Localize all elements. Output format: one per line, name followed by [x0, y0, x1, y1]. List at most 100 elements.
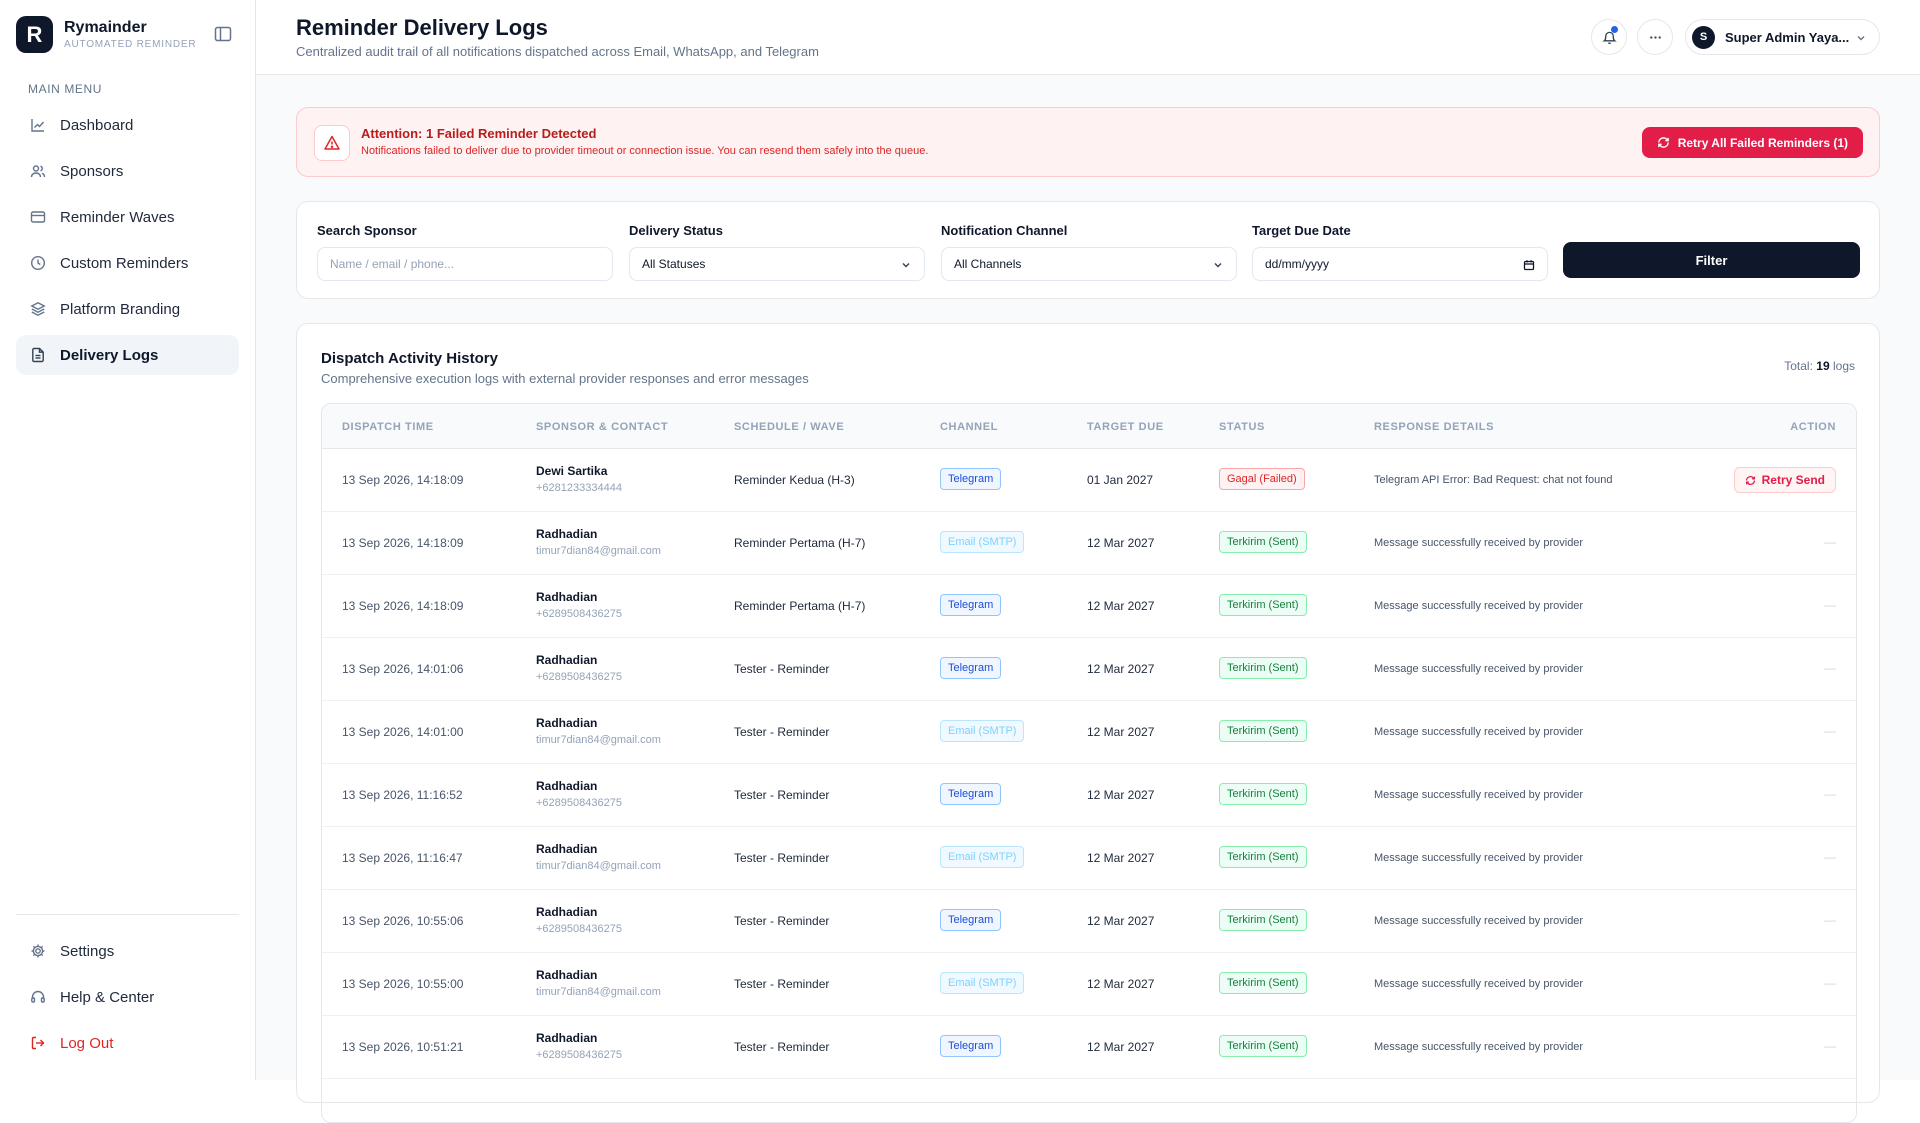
- response-details: Message successfully received by provide…: [1374, 726, 1584, 738]
- dispatch-time: 13 Sep 2026, 11:16:47: [342, 851, 463, 865]
- channel-select[interactable]: All Channels: [941, 247, 1237, 281]
- main-content: Reminder Delivery Logs Centralized audit…: [256, 0, 1920, 1123]
- no-action: —: [1824, 913, 1836, 927]
- page-header: Reminder Delivery Logs Centralized audit…: [256, 0, 1920, 75]
- sponsor-contact: +6289508436275: [536, 797, 622, 809]
- channel-badge: Email (SMTP): [940, 972, 1025, 994]
- column-header: STATUS: [1219, 421, 1265, 433]
- sidebar-item-label: Help & Center: [60, 988, 155, 1006]
- card-icon: [30, 211, 46, 223]
- dispatch-time: 13 Sep 2026, 14:18:09: [342, 536, 464, 550]
- channel-badge: Telegram: [940, 909, 1002, 931]
- sponsor-name: Radhadian: [536, 842, 598, 856]
- sidebar-item-dashboard[interactable]: Dashboard: [16, 105, 239, 145]
- status-badge: Terkirim (Sent): [1219, 531, 1307, 553]
- logout-button[interactable]: Log Out: [16, 1023, 239, 1063]
- dispatch-time: 13 Sep 2026, 14:01:06: [342, 662, 464, 676]
- table-row: 13 Sep 2026, 14:01:06 Radhadian +628950843…: [322, 638, 1856, 701]
- warning-icon: [314, 125, 350, 161]
- status-badge: Terkirim (Sent): [1219, 720, 1307, 742]
- column-header: RESPONSE DETAILS: [1374, 421, 1495, 433]
- retry-all-label: Retry All Failed Reminders (1): [1677, 135, 1848, 150]
- chevron-down-icon: [1857, 36, 1865, 41]
- sidebar-item-settings[interactable]: Settings: [16, 931, 239, 971]
- schedule-wave: Tester - Reminder: [734, 851, 830, 865]
- sponsor-name: Radhadian: [536, 968, 598, 982]
- calendar-icon[interactable]: [1523, 259, 1535, 271]
- sponsor-name: Radhadian: [536, 905, 598, 919]
- retry-send-button[interactable]: Retry Send: [1733, 467, 1836, 493]
- table-row: 13 Sep 2026, 14:18:09 Dewi Sartika +628123…: [322, 449, 1856, 512]
- status-select[interactable]: All Statuses: [629, 247, 925, 281]
- channel-badge: Email (SMTP): [940, 846, 1025, 868]
- no-action: —: [1824, 598, 1836, 612]
- more-options-button[interactable]: [1637, 19, 1673, 55]
- logout-icon: [31, 1036, 45, 1050]
- target-due: 12 Mar 2027: [1087, 977, 1155, 991]
- table-row: 13 Sep 2026, 10:55:06 Radhadian +628950843…: [322, 890, 1856, 953]
- sidebar-item-custom-reminders[interactable]: Custom Reminders: [16, 243, 239, 283]
- sponsor-contact: +6289508436275: [536, 923, 622, 935]
- sidebar: R Rymainder AUTOMATED REMINDER MAIN MENU…: [0, 0, 256, 1080]
- target-due: 12 Mar 2027: [1087, 914, 1155, 928]
- channel-badge: Telegram: [940, 783, 1002, 805]
- table-body: 13 Sep 2026, 14:18:09 Dewi Sartika +628123…: [322, 449, 1856, 1079]
- sidebar-item-label: Log Out: [60, 1034, 114, 1052]
- sponsor-name: Radhadian: [536, 590, 598, 604]
- status-badge: Terkirim (Sent): [1219, 846, 1307, 868]
- sidebar-item-reminder-waves[interactable]: Reminder Waves: [16, 197, 239, 237]
- status-badge: Terkirim (Sent): [1219, 783, 1307, 805]
- notifications-button[interactable]: [1591, 19, 1627, 55]
- sponsor-contact: +6289508436275: [536, 608, 622, 620]
- date-filter: Target Due Date dd/mm/yyyy: [1252, 223, 1548, 281]
- brand-tagline: AUTOMATED REMINDER: [64, 38, 197, 50]
- target-due: 12 Mar 2027: [1087, 1040, 1155, 1054]
- column-header: TARGET DUE: [1087, 421, 1164, 433]
- schedule-wave: Tester - Reminder: [734, 977, 830, 991]
- retry-all-failed-button[interactable]: Retry All Failed Reminders (1): [1641, 127, 1863, 158]
- sponsor-contact: timur7dian84@gmail.com: [536, 734, 661, 746]
- dispatch-time: 13 Sep 2026, 11:16:52: [342, 788, 463, 802]
- alert-title: Attention: 1 Failed Reminder Detected: [361, 126, 597, 141]
- bell-icon: [1601, 31, 1617, 44]
- dispatch-time: 13 Sep 2026, 10:55:06: [342, 914, 464, 928]
- status-label: Delivery Status: [629, 223, 723, 238]
- brand[interactable]: R Rymainder AUTOMATED REMINDER: [16, 16, 196, 53]
- channel-label: Notification Channel: [941, 223, 1068, 238]
- sidebar-item-platform-branding[interactable]: Platform Branding: [16, 289, 239, 329]
- column-header: SCHEDULE / WAVE: [734, 421, 845, 433]
- schedule-wave: Reminder Kedua (H-3): [734, 473, 855, 487]
- date-label: Target Due Date: [1252, 223, 1351, 238]
- target-due: 12 Mar 2027: [1087, 599, 1155, 613]
- table-header: DISPATCH TIME SPONSOR & CONTACT SCHEDULE…: [322, 404, 1856, 449]
- filter-button[interactable]: Filter: [1563, 242, 1860, 278]
- alert-text: Notifications failed to deliver due to p…: [361, 145, 929, 157]
- dispatch-time: 13 Sep 2026, 14:18:09: [342, 473, 464, 487]
- sidebar-item-sponsors[interactable]: Sponsors: [16, 151, 239, 191]
- channel-badge: Telegram: [940, 594, 1002, 616]
- channel-badge: Telegram: [940, 468, 1002, 490]
- total-count: Total: 19 logs: [1784, 359, 1855, 373]
- status-badge: Terkirim (Sent): [1219, 972, 1307, 994]
- dispatch-time: 13 Sep 2026, 10:55:00: [342, 977, 464, 991]
- response-details: Message successfully received by provide…: [1374, 915, 1584, 927]
- sidebar-item-label: Reminder Waves: [60, 208, 175, 226]
- clock-icon: [30, 255, 46, 271]
- sidebar-item-delivery-logs[interactable]: Delivery Logs: [16, 335, 239, 375]
- sidebar-item-help[interactable]: Help & Center: [16, 977, 239, 1017]
- table-row: 13 Sep 2026, 14:18:09 Radhadian timur7dian…: [322, 512, 1856, 575]
- search-input[interactable]: Name / email / phone...: [317, 247, 613, 281]
- response-details: Message successfully received by provide…: [1374, 978, 1584, 990]
- main-nav: Dashboard Sponsors Reminder Waves Custom…: [16, 105, 239, 381]
- sidebar-toggle-icon[interactable]: [214, 25, 232, 43]
- date-input[interactable]: dd/mm/yyyy: [1252, 247, 1548, 281]
- chevron-down-icon: [902, 263, 910, 268]
- dispatch-time: 13 Sep 2026, 10:51:21: [342, 1040, 464, 1054]
- channel-badge: Telegram: [940, 657, 1002, 679]
- sponsor-contact: timur7dian84@gmail.com: [536, 986, 661, 998]
- dispatch-history-card: Dispatch Activity History Comprehensive …: [296, 323, 1880, 1123]
- search-filter: Search Sponsor Name / email / phone...: [317, 223, 613, 281]
- target-due: 12 Mar 2027: [1087, 662, 1155, 676]
- user-menu-button[interactable]: S Super Admin Yaya...: [1685, 19, 1880, 55]
- schedule-wave: Tester - Reminder: [734, 914, 830, 928]
